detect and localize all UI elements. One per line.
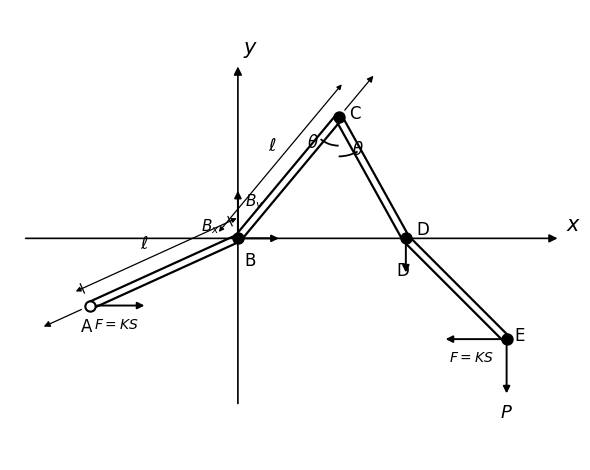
Point bbox=[86, 302, 95, 309]
Point bbox=[233, 235, 242, 242]
Point bbox=[334, 114, 343, 121]
Text: D: D bbox=[396, 262, 409, 280]
Text: $x$: $x$ bbox=[566, 215, 581, 235]
Text: $B_x$: $B_x$ bbox=[201, 217, 220, 235]
Text: A: A bbox=[81, 318, 93, 336]
Text: $\theta$: $\theta$ bbox=[352, 141, 363, 159]
Text: $\ell$: $\ell$ bbox=[268, 137, 277, 155]
Point bbox=[502, 336, 512, 343]
Text: D: D bbox=[417, 221, 430, 239]
Text: B: B bbox=[244, 252, 255, 270]
Text: $B_y$: $B_y$ bbox=[245, 193, 264, 213]
Text: $\ell$: $\ell$ bbox=[140, 235, 148, 253]
Point bbox=[401, 235, 411, 242]
Text: $F=KS$: $F=KS$ bbox=[94, 318, 138, 332]
Text: $P$: $P$ bbox=[500, 404, 513, 422]
Text: $\theta$: $\theta$ bbox=[307, 134, 319, 152]
Text: C: C bbox=[349, 105, 361, 123]
Text: $y$: $y$ bbox=[243, 40, 258, 60]
Text: E: E bbox=[514, 327, 525, 345]
Text: $F=KS$: $F=KS$ bbox=[449, 351, 494, 365]
